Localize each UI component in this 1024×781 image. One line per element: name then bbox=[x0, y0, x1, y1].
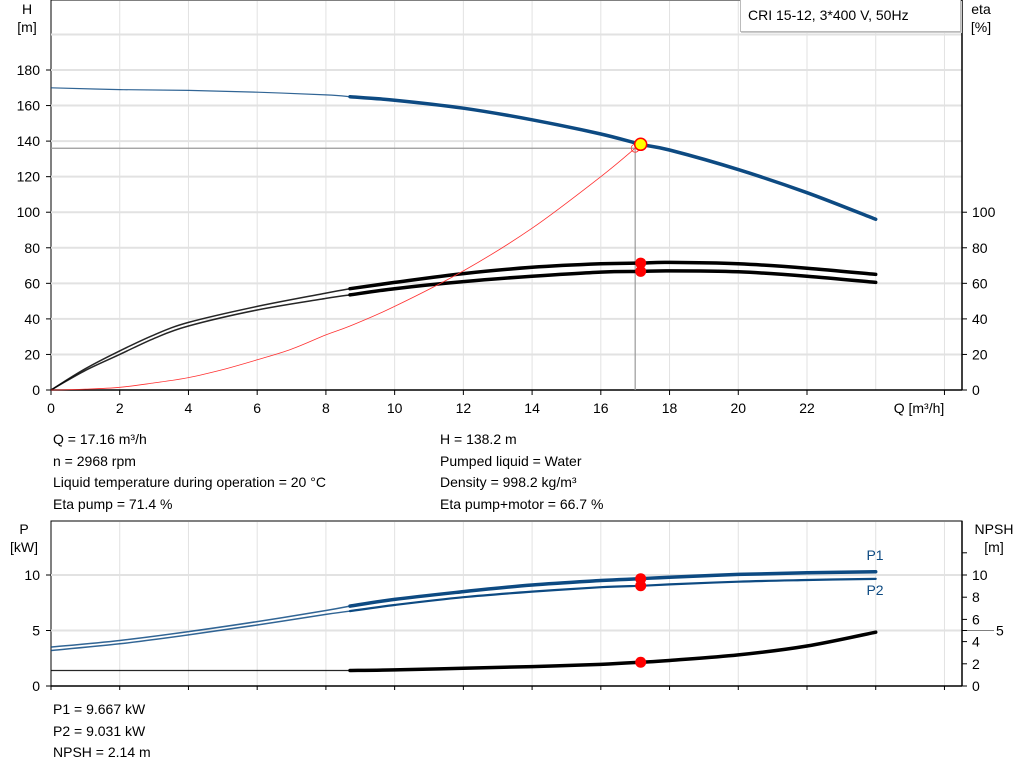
head-curve-thin-segment bbox=[50, 87, 351, 98]
top-left-tick-label: 140 bbox=[17, 133, 41, 149]
top-left-tick-label: 180 bbox=[17, 62, 41, 78]
p2-curve-line bbox=[348, 577, 877, 613]
top-x-tick-label: 2 bbox=[116, 400, 124, 416]
top-x-tick-label: 0 bbox=[47, 400, 55, 416]
bottom-left-tick-label: 10 bbox=[24, 567, 40, 583]
top-left-tick-label: 60 bbox=[24, 275, 40, 291]
h-axis-label-name: H bbox=[21, 1, 33, 17]
bottom-right-tick-label: 0 bbox=[972, 678, 980, 694]
info-npsh: NPSH = 2.14 m bbox=[53, 744, 151, 760]
top-x-tick-label: 18 bbox=[662, 400, 678, 416]
chart-legend-title: CRI 15-12, 3*400 V, 50Hz bbox=[740, 0, 961, 32]
top-left-tick-label: 80 bbox=[24, 240, 40, 256]
info-liquid-temp: Liquid temperature during operation = 20… bbox=[53, 474, 326, 490]
top-left-tick-label: 40 bbox=[24, 311, 40, 327]
p-axis-label-name: P bbox=[19, 521, 29, 537]
eta-pump-motor-curve-thin-segment bbox=[50, 294, 351, 391]
top-left-tick-label: 0 bbox=[32, 382, 40, 398]
bottom-right-tick-label: 6 bbox=[972, 611, 980, 627]
p2-series-label: P2 bbox=[866, 582, 884, 598]
npsh-axis-label: NPSH [m] bbox=[964, 520, 1024, 556]
top-left-tick-label: 20 bbox=[24, 346, 40, 362]
info-top-right: H = 138.2 m Pumped liquid = Water Densit… bbox=[440, 429, 603, 515]
eta-pump-motor-point-marker bbox=[635, 265, 647, 277]
bottom-left-tick-label: 0 bbox=[32, 678, 40, 694]
eta-axis-label: eta [%] bbox=[964, 0, 998, 36]
p-axis-label: P [kW] bbox=[4, 520, 44, 556]
bottom-right-tick-label: 8 bbox=[972, 589, 980, 605]
npsh-axis-label-name: NPSH bbox=[974, 521, 1014, 537]
top-right-tick-label: 0 bbox=[972, 382, 980, 398]
p1-curve-thin-segment bbox=[50, 605, 351, 648]
duty-point-marker bbox=[633, 137, 648, 152]
info-p2: P2 = 9.031 kW bbox=[53, 722, 146, 739]
top-right-tick-label: 40 bbox=[972, 311, 988, 327]
info-p1: P1 = 9.667 kW bbox=[53, 701, 146, 717]
eta-pump-curve-thin-segment bbox=[50, 287, 351, 391]
top-right-tick-label: 100 bbox=[972, 204, 996, 220]
top-x-tick-label: 16 bbox=[593, 400, 609, 416]
eta-axis-label-name: eta bbox=[971, 1, 991, 17]
eta-pump-point-marker bbox=[635, 257, 647, 269]
bottom-right-tick-label: 2 bbox=[972, 656, 980, 672]
system-curve-line bbox=[50, 147, 636, 391]
p2-curve-thin-segment bbox=[50, 610, 351, 652]
npsh-point-marker bbox=[635, 656, 647, 668]
info-head: H = 138.2 m bbox=[440, 431, 517, 447]
top-x-tick-label: 10 bbox=[387, 400, 403, 416]
bottom-left-tick-label: 5 bbox=[32, 623, 40, 639]
info-speed: n = 2968 rpm bbox=[53, 452, 136, 469]
top-right-tick-label: 60 bbox=[972, 275, 988, 291]
eta-pump-motor-curve-line bbox=[348, 269, 878, 297]
npsh-curve-line bbox=[348, 630, 878, 673]
top-left-tick-label: 100 bbox=[17, 204, 41, 220]
info-pumped-liquid: Pumped liquid = Water bbox=[440, 452, 582, 469]
h-axis-label: H [m] bbox=[10, 0, 44, 36]
top-left-tick-label: 120 bbox=[17, 169, 41, 185]
info-bottom: P1 = 9.667 kW P2 = 9.031 kW NPSH = 2.14 … bbox=[53, 699, 151, 764]
info-flow: Q = 17.16 m³/h bbox=[53, 431, 147, 447]
top-x-tick-label: 4 bbox=[185, 400, 193, 416]
eta-pump-curve-line bbox=[348, 260, 878, 291]
info-top-left: Q = 17.16 m³/h n = 2968 rpm Liquid tempe… bbox=[53, 429, 326, 515]
bottom-right-tick-label: 5 bbox=[996, 623, 1004, 639]
p1-series-label: P1 bbox=[866, 547, 884, 563]
top-x-tick-label: 8 bbox=[322, 400, 330, 416]
top-x-tick-label: 22 bbox=[799, 400, 815, 416]
info-eta-pump-motor: Eta pump+motor = 66.7 % bbox=[440, 495, 604, 512]
head-curve-line bbox=[348, 94, 878, 222]
info-eta-pump: Eta pump = 71.4 % bbox=[53, 495, 173, 512]
p1-curve-line bbox=[348, 569, 878, 608]
top-x-tick-label: 12 bbox=[456, 400, 472, 416]
bottom-plot-area bbox=[50, 520, 963, 687]
q-axis-label: Q [m³/h] bbox=[893, 400, 945, 416]
info-density: Density = 998.2 kg/m³ bbox=[440, 474, 577, 490]
bottom-right-tick-label: 4 bbox=[972, 634, 980, 650]
eta-axis-label-unit: [%] bbox=[970, 19, 992, 35]
bottom-right-tick-label: 10 bbox=[972, 567, 988, 583]
top-x-tick-label: 14 bbox=[524, 400, 540, 416]
top-x-tick-label: 6 bbox=[253, 400, 261, 416]
top-left-tick-label: 160 bbox=[17, 98, 41, 114]
h-axis-label-unit: [m] bbox=[17, 19, 37, 35]
p-axis-label-unit: [kW] bbox=[10, 539, 38, 555]
top-right-tick-label: 20 bbox=[972, 346, 988, 362]
top-x-tick-label: 20 bbox=[730, 400, 746, 416]
npsh-axis-label-unit: [m] bbox=[984, 539, 1004, 555]
p2-point-marker bbox=[635, 580, 647, 592]
top-plot-area bbox=[50, 0, 963, 391]
top-right-tick-label: 80 bbox=[972, 240, 988, 256]
